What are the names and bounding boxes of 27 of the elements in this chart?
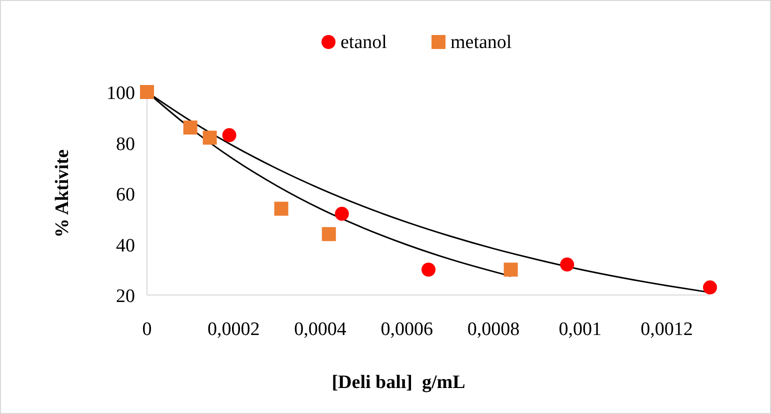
x-tick-label: 0,001 — [558, 319, 602, 340]
point — [334, 206, 349, 221]
point — [560, 258, 574, 272]
x-axis-title: [Deli balı] g/mL — [332, 372, 466, 393]
point — [202, 130, 217, 145]
x-tick-label: 0,0012 — [640, 319, 693, 340]
y-tick-label: 60 — [116, 184, 135, 206]
y-tick-label: 80 — [116, 134, 135, 155]
y-axis-title: % Aktivite — [52, 149, 73, 238]
point — [703, 280, 717, 294]
y-tick-label: 100 — [106, 83, 135, 104]
x-tick-label: 0,0002 — [207, 319, 260, 340]
legend-label: etanol — [340, 32, 387, 53]
x-tick-label: 0,0008 — [467, 319, 520, 340]
point — [322, 227, 336, 242]
point — [222, 128, 236, 142]
point — [504, 262, 518, 277]
point — [140, 85, 154, 99]
legend-label: metanol — [450, 32, 512, 53]
y-tick-label: 40 — [116, 235, 135, 256]
x-tick-label: 0,0004 — [294, 319, 347, 340]
x-tick-label: 0 — [142, 319, 152, 340]
point — [274, 202, 288, 216]
x-tick-label: 0,0006 — [380, 319, 433, 340]
y-tick-label: 20 — [116, 286, 135, 307]
point — [422, 262, 436, 277]
point — [183, 120, 198, 135]
